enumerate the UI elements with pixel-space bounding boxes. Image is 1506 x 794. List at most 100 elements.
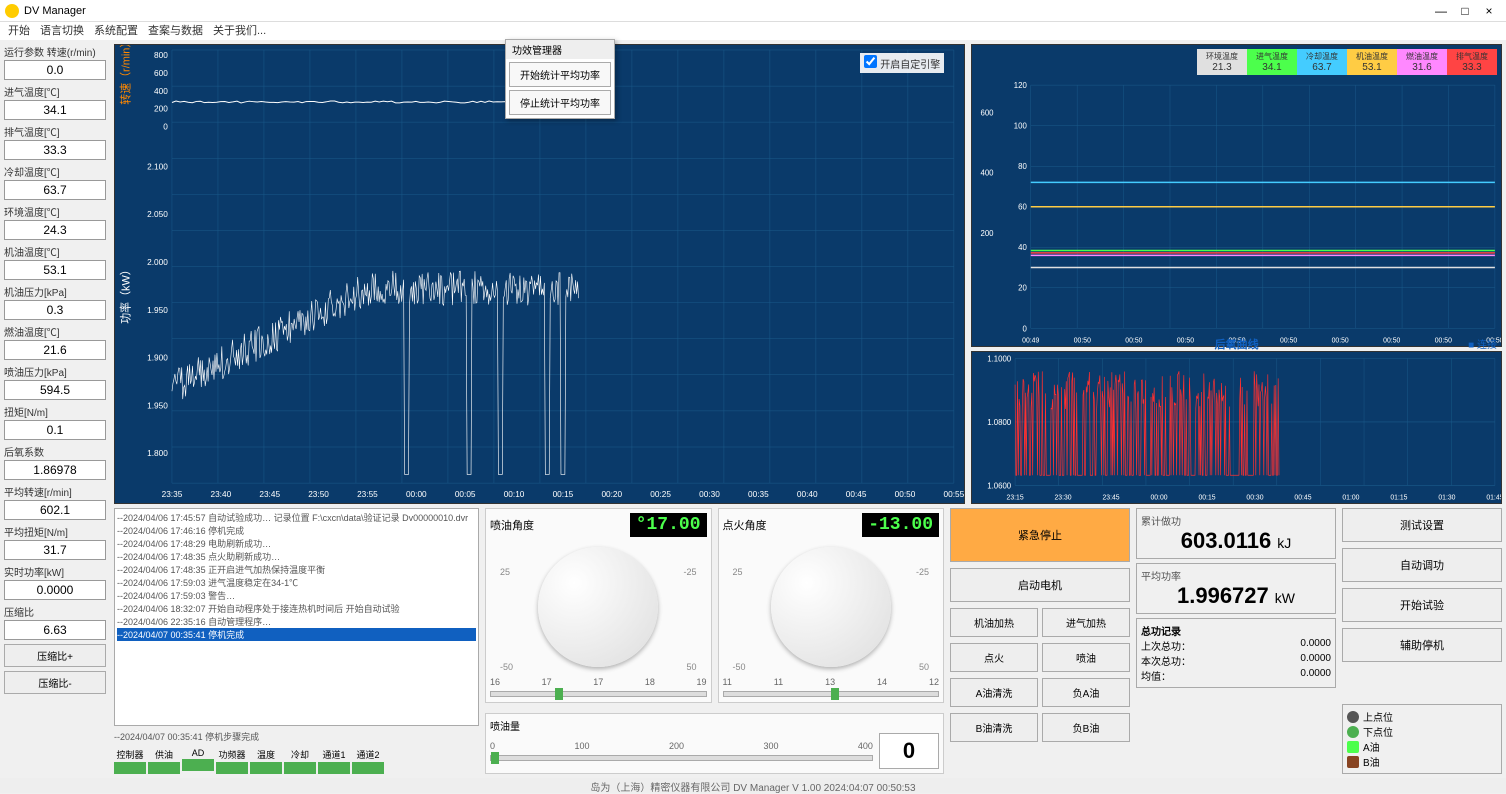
- o2-title: 后氧曲线: [1215, 336, 1259, 352]
- svg-text:23:30: 23:30: [1055, 492, 1072, 501]
- svg-text:00:50: 00:50: [1435, 337, 1452, 344]
- o2-link[interactable]: ■ 连接: [1468, 336, 1497, 351]
- start-test-button[interactable]: 开始试验: [1342, 588, 1502, 622]
- gauge-value: 6.63: [4, 620, 106, 640]
- svg-text:01:45: 01:45: [1487, 492, 1501, 501]
- gauge-value: 31.7: [4, 540, 106, 560]
- svg-text:60: 60: [1018, 203, 1027, 212]
- menu-lang[interactable]: 语言切换: [40, 22, 84, 40]
- svg-text:600: 600: [154, 69, 168, 78]
- maximize-button[interactable]: □: [1453, 4, 1477, 18]
- stop-avg-button[interactable]: 停止统计平均功率: [509, 90, 611, 115]
- compression-button[interactable]: 压缩比-: [4, 671, 106, 694]
- auto-adjust-button[interactable]: 自动调功: [1342, 548, 1502, 582]
- svg-text:23:35: 23:35: [162, 490, 183, 499]
- dial-slider[interactable]: [723, 691, 940, 697]
- menu-data[interactable]: 查案与数据: [148, 22, 203, 40]
- gauge-value: 33.3: [4, 140, 106, 160]
- svg-text:00:50: 00:50: [1126, 337, 1143, 344]
- svg-text:0: 0: [1023, 324, 1028, 333]
- svg-text:80: 80: [1018, 162, 1027, 171]
- gauge-value: 602.1: [4, 500, 106, 520]
- main-power-chart: 80060040020002.1002.0502.0001.9501.9001.…: [114, 44, 965, 504]
- gauge-value: 0.1: [4, 420, 106, 440]
- dial-slider[interactable]: [490, 691, 707, 697]
- aux-stop-button[interactable]: 辅助停机: [1342, 628, 1502, 662]
- dial-knob[interactable]: [771, 547, 891, 667]
- start-avg-button[interactable]: 开始统计平均功率: [509, 62, 611, 87]
- left-gauge-panel: 运行参数 转速(r/min)0.0进气温度[℃]34.1排气温度[℃]33.3冷…: [0, 40, 110, 778]
- status-chip: [284, 762, 316, 774]
- intake-heat-button[interactable]: 进气加热: [1042, 608, 1130, 637]
- svg-text:00:30: 00:30: [1247, 492, 1264, 501]
- svg-text:00:45: 00:45: [846, 490, 867, 499]
- b-oil-clean-button[interactable]: B油清洗: [950, 713, 1038, 742]
- dial-knob[interactable]: [538, 547, 658, 667]
- svg-text:800: 800: [154, 51, 168, 60]
- svg-text:00:45: 00:45: [1295, 492, 1312, 501]
- svg-text:23:45: 23:45: [259, 490, 280, 499]
- status-chip: [114, 762, 146, 774]
- svg-text:00:35: 00:35: [748, 490, 769, 499]
- temp-legend: 环境温度21.3进气温度34.1冷却温度63.7机油温度53.1燃油温度31.6…: [1197, 49, 1497, 75]
- svg-text:400: 400: [981, 168, 995, 177]
- oil-slider[interactable]: [490, 755, 873, 761]
- a-oil-clean-button[interactable]: A油清洗: [950, 678, 1038, 707]
- emergency-stop-button[interactable]: 紧急停止: [950, 508, 1130, 562]
- auto-engine-checkbox[interactable]: 开启自定引擎: [860, 53, 944, 73]
- svg-text:40: 40: [1018, 243, 1027, 252]
- status-chip: [352, 762, 384, 774]
- oil-led-icon: [1347, 756, 1359, 768]
- oil-heat-button[interactable]: 机油加热: [950, 608, 1038, 637]
- title-bar: DV Manager — □ ×: [0, 0, 1506, 22]
- ignition-angle-dial: 点火角度-13.00 25 -25 -50 50 1111131412: [718, 508, 945, 703]
- svg-text:23:50: 23:50: [308, 490, 329, 499]
- compression-button[interactable]: 压缩比+: [4, 644, 106, 667]
- svg-text:00:49: 00:49: [1022, 337, 1039, 344]
- status-chip-row: 控制器供油AD功频器温度冷却通道1通道2: [114, 747, 479, 774]
- svg-text:00:05: 00:05: [455, 490, 476, 499]
- power-manager-popup: 功效管理器 开始统计平均功率 停止统计平均功率: [505, 39, 615, 119]
- svg-text:00:00: 00:00: [406, 490, 427, 499]
- work-record-box: 总功记录 上次总功：0.0000 本次总功：0.0000 均值：0.0000: [1136, 618, 1336, 688]
- menu-about[interactable]: 关于我们...: [213, 22, 266, 40]
- injection-button[interactable]: 喷油: [1042, 643, 1130, 672]
- neg-a-oil-button[interactable]: 负A油: [1042, 678, 1130, 707]
- digital-readout: °17.00: [630, 513, 707, 537]
- log-last-line: --2024/04/07 00:35:41 停机步骤完成: [114, 730, 479, 743]
- svg-text:100: 100: [1014, 122, 1028, 131]
- svg-text:23:55: 23:55: [357, 490, 378, 499]
- far-right-column: 测试设置 自动调功 开始试验 辅助停机 上点位下点位A油B油: [1342, 508, 1502, 774]
- svg-text:600: 600: [981, 108, 995, 117]
- svg-text:00:10: 00:10: [504, 490, 525, 499]
- minimize-button[interactable]: —: [1429, 4, 1453, 18]
- close-button[interactable]: ×: [1477, 4, 1501, 18]
- gauge-value: 594.5: [4, 380, 106, 400]
- menu-bar: 开始 语言切换 系统配置 查案与数据 关于我们...: [0, 22, 1506, 40]
- test-config-button[interactable]: 测试设置: [1342, 508, 1502, 542]
- svg-text:00:25: 00:25: [650, 490, 671, 499]
- gauge-value: 0.3: [4, 300, 106, 320]
- avg-power-box: 平均功率 1.996727kW: [1136, 563, 1336, 614]
- svg-text:00:15: 00:15: [553, 490, 574, 499]
- ignition-button[interactable]: 点火: [950, 643, 1038, 672]
- svg-text:00:40: 00:40: [797, 490, 818, 499]
- svg-text:2.050: 2.050: [147, 210, 168, 219]
- menu-config[interactable]: 系统配置: [94, 22, 138, 40]
- menu-start[interactable]: 开始: [8, 22, 30, 40]
- svg-text:00:50: 00:50: [895, 490, 916, 499]
- svg-text:00:30: 00:30: [699, 490, 720, 499]
- cumulative-work-box: 累计做功 603.0116kJ: [1136, 508, 1336, 559]
- start-motor-button[interactable]: 启动电机: [950, 568, 1130, 602]
- digital-readout: -13.00: [862, 513, 939, 537]
- position-led-box: 上点位下点位A油B油: [1342, 704, 1502, 774]
- svg-text:00:15: 00:15: [1199, 492, 1216, 501]
- injection-angle-dial: 喷油角度°17.00 25 -25 -50 50 1617171819: [485, 508, 712, 703]
- svg-text:00:55: 00:55: [944, 490, 965, 499]
- svg-text:00:50: 00:50: [1332, 337, 1349, 344]
- neg-b-oil-button[interactable]: 负B油: [1042, 713, 1130, 742]
- popup-title: 功效管理器: [506, 40, 614, 59]
- led-icon: [1347, 726, 1359, 738]
- event-log[interactable]: --2024/04/06 17:45:57 自动试验成功… 记录位置 F:\cx…: [114, 508, 479, 726]
- gauge-value: 0.0: [4, 60, 106, 80]
